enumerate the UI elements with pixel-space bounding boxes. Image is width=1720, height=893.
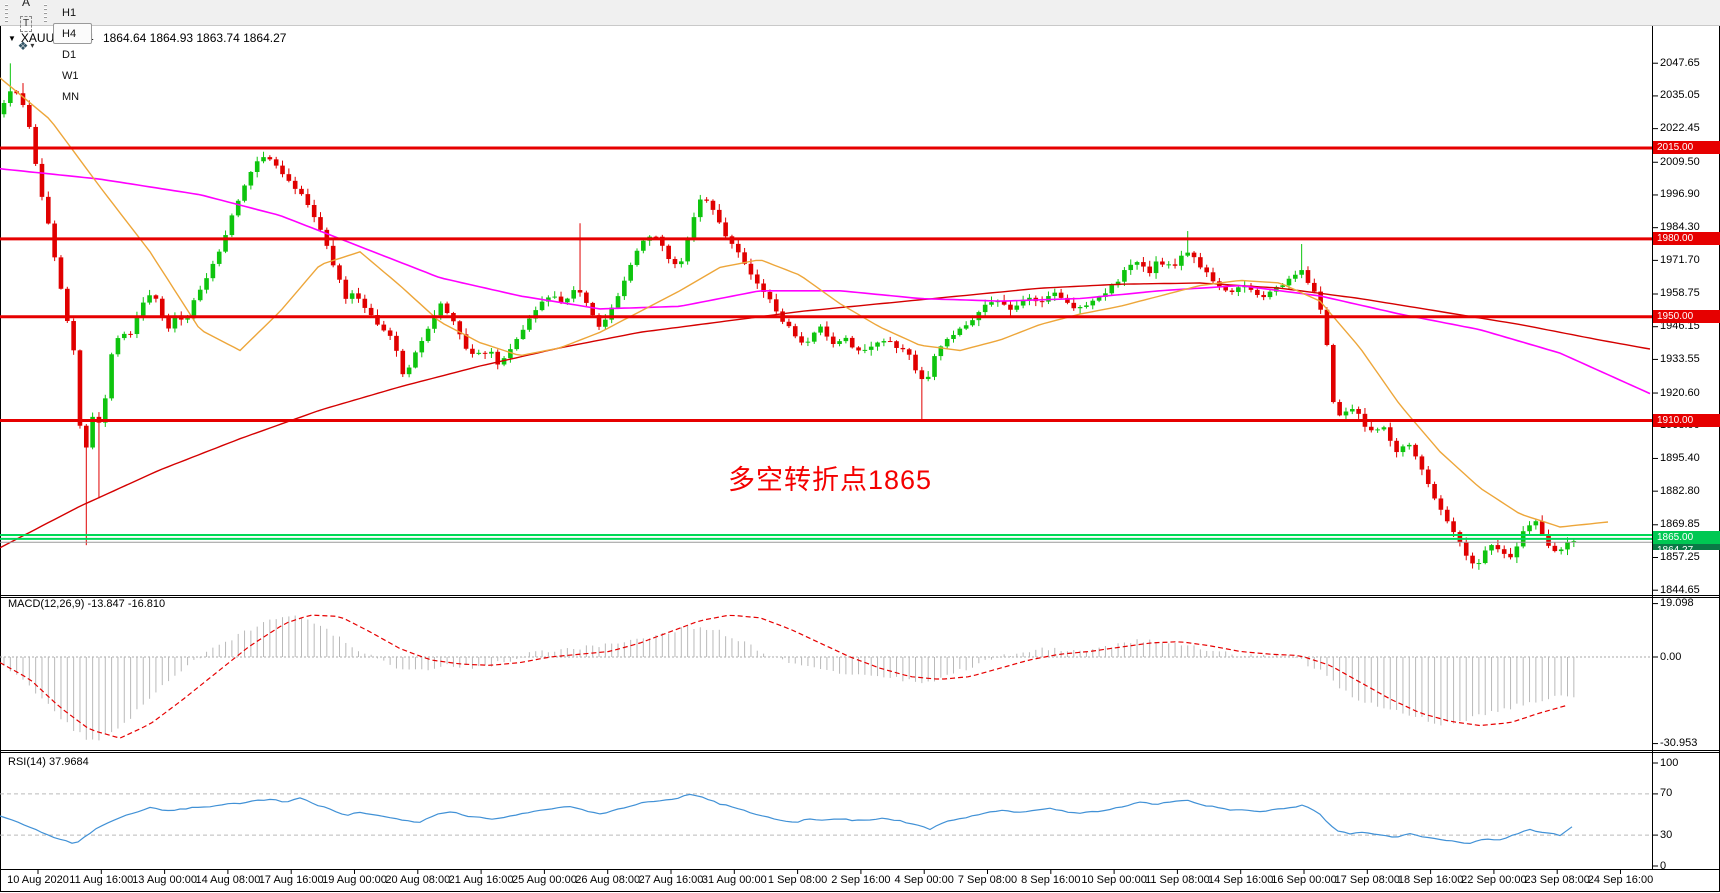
date-tick-label: 31 Aug 00:00 — [701, 874, 767, 886]
date-tick-label: 19 Aug 00:00 — [322, 874, 387, 886]
macd-tick-label: 19.098 — [1660, 597, 1694, 610]
date-tick-label: 2 Sep 16:00 — [831, 874, 891, 886]
date-tick-label: 22 Sep 00:00 — [1461, 874, 1527, 886]
price-tick-label: 2047.65 — [1660, 56, 1700, 69]
object-tools-group: FAT❖▾ — [13, 0, 39, 57]
date-tick-label: 21 Aug 16:00 — [448, 874, 514, 886]
rsi-tick-label: 70 — [1660, 787, 1673, 800]
price-tick-label: 2035.05 — [1660, 89, 1700, 102]
price-tick-label: 1920.60 — [1660, 386, 1700, 399]
hline-price-badge: 2015.00 — [1653, 141, 1720, 155]
timeframe-button-h1[interactable]: H1 — [62, 6, 77, 19]
timeframe-button-mn[interactable]: MN — [62, 90, 80, 103]
price-tick-label: 1996.90 — [1660, 188, 1700, 201]
macd-tick-label: -30.953 — [1660, 737, 1698, 750]
timeframe-toolbar: M1M5M15M30H1H4D1W1MN — [52, 0, 93, 107]
font-a-icon[interactable]: A — [21, 0, 30, 9]
toolbar-grip[interactable] — [3, 3, 10, 22]
macd-indicator-label: MACD(12,26,9) -13.847 -16.810 — [8, 598, 166, 610]
date-tick-label: 17 Aug 16:00 — [258, 874, 324, 886]
hline-price-badge: 1980.00 — [1653, 232, 1720, 246]
rsi-tick-label: 0 — [1660, 859, 1667, 872]
date-tick-label: 4 Sep 00:00 — [894, 874, 954, 886]
date-tick-label: 24 Sep 16:00 — [1587, 874, 1654, 886]
timeframe-button-d1[interactable]: D1 — [62, 48, 77, 61]
date-tick-label: 1 Sep 08:00 — [767, 874, 828, 886]
date-tick-label: 26 Aug 08:00 — [575, 874, 641, 886]
price-tick-label: 2022.45 — [1660, 122, 1700, 135]
price-tick-label: 1946.15 — [1660, 320, 1700, 333]
date-tick-label: 11 Aug 16:00 — [69, 874, 134, 886]
price-tick-label: 2009.50 — [1660, 155, 1700, 168]
date-tick-label: 14 Aug 08:00 — [195, 874, 261, 886]
rsi-tick-label: 100 — [1660, 756, 1679, 769]
price-tick-label: 1895.40 — [1660, 451, 1700, 464]
date-tick-label: 27 Aug 16:00 — [638, 874, 704, 886]
hline-price-badge: 1910.00 — [1653, 414, 1720, 428]
chevron-down-icon[interactable]: ▼ — [8, 34, 16, 43]
date-tick-label: 18 Sep 16:00 — [1397, 874, 1464, 886]
text-box-icon[interactable]: T — [14, 13, 38, 35]
price-tick-label: 1844.65 — [1660, 583, 1700, 596]
date-tick-label: 11 Sep 08:00 — [1145, 874, 1210, 886]
date-tick-label: 13 Aug 00:00 — [132, 874, 198, 886]
price-tick-label: 1933.55 — [1660, 352, 1700, 365]
toolbar-grip[interactable] — [42, 3, 49, 22]
macd-tick-label: 0.00 — [1660, 650, 1682, 663]
rsi-indicator-label: RSI(14) 37.9684 — [8, 756, 89, 768]
date-tick-label: 8 Sep 16:00 — [1021, 874, 1081, 886]
price-tick-label: 1869.85 — [1660, 518, 1700, 531]
rsi-tick-label: 30 — [1660, 828, 1673, 841]
hline-price-badge: 1865.00 — [1653, 530, 1720, 544]
date-tick-label: 10 Sep 00:00 — [1081, 874, 1147, 886]
chart-title: ▼XAUUSD-,H4 1864.64 1864.93 1863.74 1864… — [8, 31, 286, 45]
price-tick-label: 1984.30 — [1660, 221, 1700, 234]
price-tick-label: 1958.75 — [1660, 287, 1700, 300]
date-tick-label: 7 Sep 08:00 — [957, 874, 1018, 886]
date-tick-label: 16 Sep 00:00 — [1271, 874, 1337, 886]
current-price-badge: 1864.27 — [1653, 544, 1720, 551]
timeframe-button-w1[interactable]: W1 — [62, 69, 79, 82]
date-tick-label: 20 Aug 08:00 — [385, 874, 451, 886]
price-tick-label: 1971.70 — [1660, 253, 1700, 266]
ohlc-values: 1864.64 1864.93 1863.74 1864.27 — [102, 31, 287, 45]
timeframe-button-h4[interactable]: H4 — [53, 23, 93, 44]
top-toolbar: FAT❖▾ M1M5M15M30H1H4D1W1MN — [0, 0, 1720, 103]
date-tick-label: 25 Aug 00:00 — [511, 874, 577, 886]
price-tick-label: 1882.80 — [1660, 484, 1700, 497]
hline-price-badge: 1950.00 — [1653, 310, 1720, 324]
chart-text-annotation[interactable]: 多空转折点1865 — [728, 465, 933, 495]
shapes-dropdown-icon[interactable]: ❖ ▾ — [17, 38, 35, 53]
date-tick-label: 17 Sep 08:00 — [1334, 874, 1401, 886]
date-tick-label: 23 Sep 08:00 — [1524, 874, 1590, 886]
date-tick-label: 14 Sep 16:00 — [1207, 874, 1274, 886]
date-tick-label: 10 Aug 2020 — [7, 874, 69, 886]
chevron-down-icon[interactable]: ▾ — [30, 41, 35, 50]
price-tick-label: 1857.25 — [1660, 550, 1700, 563]
